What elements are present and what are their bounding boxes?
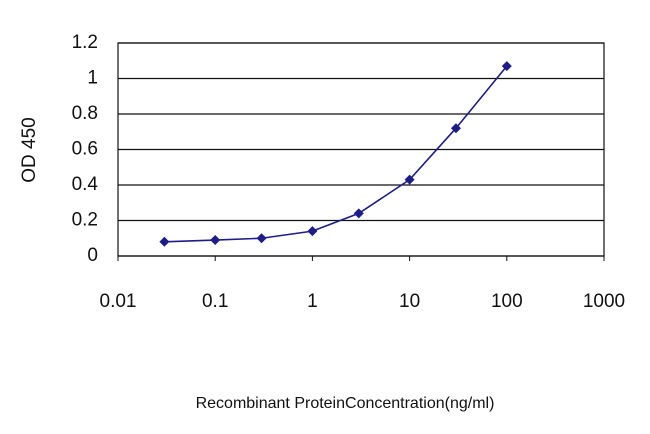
data-point (501, 61, 512, 72)
y-tick-label: 0.2 (72, 210, 98, 231)
y-tick-label: 0 (87, 245, 98, 266)
y-tick-label: 0.4 (72, 174, 99, 195)
y-axis-label: OD 450 (19, 117, 40, 182)
y-tick-label: 1 (87, 68, 98, 89)
x-tick-label: 1000 (583, 291, 625, 312)
data-point (404, 174, 415, 185)
data-point (159, 236, 170, 247)
x-tick-label: 100 (491, 291, 523, 312)
data-point (256, 233, 267, 244)
data-point (210, 235, 221, 246)
x-tick-label: 1 (307, 291, 318, 312)
x-tick-label: 10 (399, 291, 420, 312)
y-tick-label: 1.2 (72, 32, 98, 53)
x-tick-label: 0.1 (202, 291, 228, 312)
x-tick-label: 0.01 (100, 291, 137, 312)
data-point (353, 208, 364, 219)
y-tick-label: 0.8 (72, 103, 98, 124)
y-tick-label: 0.6 (72, 139, 98, 160)
data-point (307, 226, 318, 237)
data-point (450, 123, 461, 134)
data-line (164, 65, 508, 243)
x-axis-label: Recombinant ProteinConcentration(ng/ml) (196, 395, 495, 412)
